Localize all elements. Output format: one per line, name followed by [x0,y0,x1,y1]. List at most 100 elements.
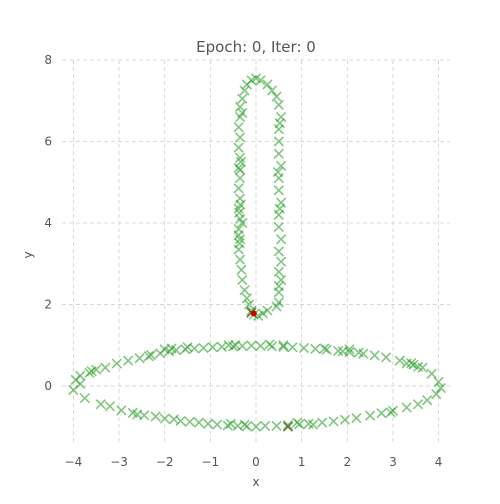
red-point [250,310,257,317]
data-point [353,347,364,358]
y-tick-label: 4 [44,216,52,230]
data-point [234,173,246,184]
data-point [255,75,266,86]
x-tick-label: −3 [110,455,128,469]
data-point [259,420,271,431]
tick-labels: −4 −3 −2 −1 0 1 2 3 4 0 2 4 6 8 [44,53,442,469]
data-point [246,340,257,351]
data-point [212,419,223,430]
data-point [275,274,287,286]
data-point [235,199,246,210]
y-tick-label: 8 [44,53,52,67]
data-point [291,417,303,428]
data-point [184,416,195,427]
data-point [344,344,355,355]
data-point [401,402,412,413]
data-point [317,417,328,428]
data-point [339,414,351,425]
data-point [86,366,97,377]
data-point [223,340,234,351]
data-point [166,343,177,354]
data-point [250,421,262,432]
data-point [100,362,111,373]
data-point [132,409,143,420]
x-tick-label: 4 [435,455,443,469]
data-point [274,118,285,129]
data-point [225,418,237,429]
data-point [198,342,209,354]
data-point [310,343,321,354]
grid [62,59,450,445]
data-point [287,342,298,353]
data-point [235,156,247,167]
y-tick-label: 6 [44,134,52,148]
data-point [123,355,134,366]
data-point [241,79,253,90]
data-point [182,342,193,353]
data-point [266,85,278,96]
data-point [385,407,396,418]
data-point [237,274,248,286]
x-tick-label: 0 [252,455,260,469]
data-point [422,395,433,406]
data-point [369,350,380,361]
data-points [68,73,447,432]
data-point [275,256,287,267]
data-point [364,410,376,421]
data-point [394,355,405,366]
data-point [278,340,289,351]
data-point [233,183,244,194]
x-tick-label: 2 [343,455,351,469]
data-point [274,203,285,214]
data-point [239,85,250,96]
data-point [264,339,275,350]
data-point [233,142,244,153]
data-point [319,343,330,354]
data-point [408,359,419,370]
data-point [412,361,424,372]
data-point [134,353,145,364]
data-point [233,122,244,133]
data-point [273,280,284,292]
data-point [237,107,248,119]
data-point [278,341,289,352]
data-point [250,73,262,84]
data-point [351,412,362,424]
x-tick-label: −2 [156,455,174,469]
data-point [255,340,266,352]
data-point [236,264,247,275]
data-point [275,160,287,172]
data-point [298,342,310,354]
data-point [271,420,282,431]
data-point [75,378,86,390]
highlight-point [282,421,294,432]
data-point [307,419,319,430]
data-point [433,376,444,387]
data-point [234,164,246,176]
chart-title: Epoch: 0, Iter: 0 [196,38,316,56]
data-point [273,99,284,110]
y-axis-label: y [21,251,35,258]
data-point [262,79,273,90]
data-point [234,238,245,249]
data-point [239,285,250,296]
data-point [234,101,246,112]
data-point [237,217,248,229]
data-point [273,266,284,277]
data-point [426,368,437,379]
x-tick-label: −1 [202,455,220,469]
data-point [143,351,154,362]
data-point [328,416,339,427]
y-tick-label: 0 [44,379,52,393]
data-point [75,370,86,381]
data-point [104,401,116,412]
data-point [79,393,90,404]
data-point [244,299,255,310]
data-point [193,417,205,428]
data-point [95,399,106,410]
data-point [241,293,253,304]
x-tick-label: 1 [298,455,306,469]
data-point [273,136,284,147]
